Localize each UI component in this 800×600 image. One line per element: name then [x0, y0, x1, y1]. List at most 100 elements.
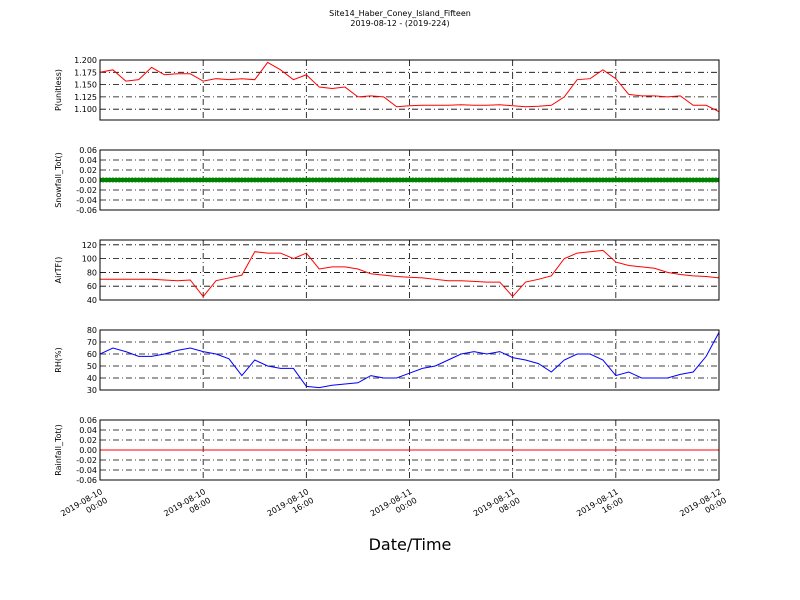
- marker-fill: [635, 177, 641, 183]
- marker-fill: [597, 177, 603, 183]
- marker-fill: [339, 177, 345, 183]
- marker-fill: [558, 177, 564, 183]
- marker-fill: [223, 177, 229, 183]
- marker-fill: [429, 177, 435, 183]
- plot-area: [100, 332, 719, 389]
- x-tick-label: 2019-08-1008:00: [162, 487, 212, 527]
- y-tick-label: 60: [87, 350, 97, 359]
- marker-fill: [623, 177, 629, 183]
- x-tick-label: 2019-08-1016:00: [266, 487, 316, 527]
- marker-fill: [661, 177, 667, 183]
- y-tick-label: 1.150: [74, 81, 97, 90]
- y-tick-label: -0.02: [76, 456, 97, 465]
- y-tick-label: -0.06: [76, 476, 97, 485]
- y-tick-label: -0.04: [76, 466, 97, 475]
- marker-fill: [171, 177, 177, 183]
- marker-fill: [481, 177, 487, 183]
- y-tick-label: -0.02: [76, 186, 97, 195]
- plot-area: [100, 61, 719, 113]
- marker-fill: [287, 177, 293, 183]
- marker-fill: [700, 177, 706, 183]
- marker-fill: [390, 177, 396, 183]
- marker-fill: [403, 177, 409, 183]
- marker-fill: [145, 177, 151, 183]
- x-axis-label: Date/Time: [369, 535, 452, 554]
- plot-frame: [99, 149, 720, 211]
- y-tick-label: 0.04: [79, 426, 97, 435]
- marker-fill: [313, 177, 319, 183]
- y-tick-label: 1.125: [74, 93, 97, 102]
- marker-fill: [197, 177, 203, 183]
- marker-fill: [674, 177, 680, 183]
- y-tick-label: 1.200: [74, 56, 97, 65]
- marker-fill: [648, 177, 654, 183]
- y-axis-label: P(unitless): [54, 69, 63, 111]
- y-tick-label: 0.06: [79, 416, 97, 425]
- y-tick-label: 0.02: [79, 166, 97, 175]
- y-tick-label: -0.06: [76, 206, 97, 215]
- y-axis-label: Rainfall_Tot(): [54, 424, 63, 476]
- data-line: [100, 61, 719, 113]
- marker-fill: [158, 177, 164, 183]
- y-axis-label: RH(%): [54, 347, 63, 372]
- marker-fill: [416, 177, 422, 183]
- y-tick-label: 70: [87, 338, 97, 347]
- plot-frame: [99, 59, 720, 121]
- marker-fill: [468, 177, 474, 183]
- data-line: [100, 332, 719, 389]
- y-tick-label: 50: [87, 362, 97, 371]
- marker-fill: [132, 177, 138, 183]
- marker-fill: [365, 177, 371, 183]
- chart-title: Site14_Haber_Coney_Island_Fifteen: [329, 9, 471, 18]
- marker-fill: [274, 177, 280, 183]
- x-tick-label: 2019-08-1000:00: [59, 487, 109, 527]
- data-line: [100, 249, 719, 298]
- y-tick-label: 80: [87, 268, 97, 277]
- marker-fill: [713, 177, 719, 183]
- marker-fill: [377, 177, 383, 183]
- x-tick-label: 2019-08-1200:00: [678, 487, 728, 527]
- marker-fill: [261, 177, 267, 183]
- marker-fill: [584, 177, 590, 183]
- marker-fill: [571, 177, 577, 183]
- y-tick-label: 80: [87, 326, 97, 335]
- marker-fill: [455, 177, 461, 183]
- marker-fill: [442, 177, 448, 183]
- y-tick-label: 40: [87, 374, 97, 383]
- marker-fill: [610, 177, 616, 183]
- marker-fill: [210, 177, 216, 183]
- marker-fill: [107, 177, 113, 183]
- marker-fill: [519, 177, 525, 183]
- y-tick-label: 30: [87, 386, 97, 395]
- y-tick-label: 0.02: [79, 436, 97, 445]
- y-axis-label: Snowfall_Tot(): [54, 152, 63, 208]
- y-tick-label: 0.06: [79, 146, 97, 155]
- y-tick-label: 1.175: [74, 68, 97, 77]
- y-tick-label: 1.100: [74, 105, 97, 114]
- x-tick-label: 2019-08-1100:00: [369, 487, 419, 527]
- plot-area: [100, 249, 719, 298]
- marker-fill: [300, 177, 306, 183]
- marker-fill: [326, 177, 332, 183]
- y-tick-label: 0.00: [79, 176, 97, 185]
- plot-area: [100, 177, 719, 183]
- marker-fill: [236, 177, 242, 183]
- y-tick-label: -0.04: [76, 196, 97, 205]
- y-tick-label: 120: [82, 241, 97, 250]
- y-tick-label: 40: [87, 296, 97, 305]
- chart-subtitle: 2019-08-12 - (2019-224): [350, 19, 449, 28]
- marker-fill: [545, 177, 551, 183]
- marker-fill: [532, 177, 538, 183]
- x-tick-label: 2019-08-1116:00: [575, 487, 625, 527]
- x-tick-label: 2019-08-1108:00: [472, 487, 522, 527]
- y-axis-label: AirTF(): [54, 257, 63, 284]
- plot-frame: [99, 329, 720, 391]
- marker-fill: [120, 177, 126, 183]
- marker-fill: [249, 177, 255, 183]
- marker-fill: [687, 177, 693, 183]
- marker-fill: [494, 177, 500, 183]
- y-tick-label: 60: [87, 282, 97, 291]
- marker-fill: [506, 177, 512, 183]
- plot-frame: [99, 239, 720, 301]
